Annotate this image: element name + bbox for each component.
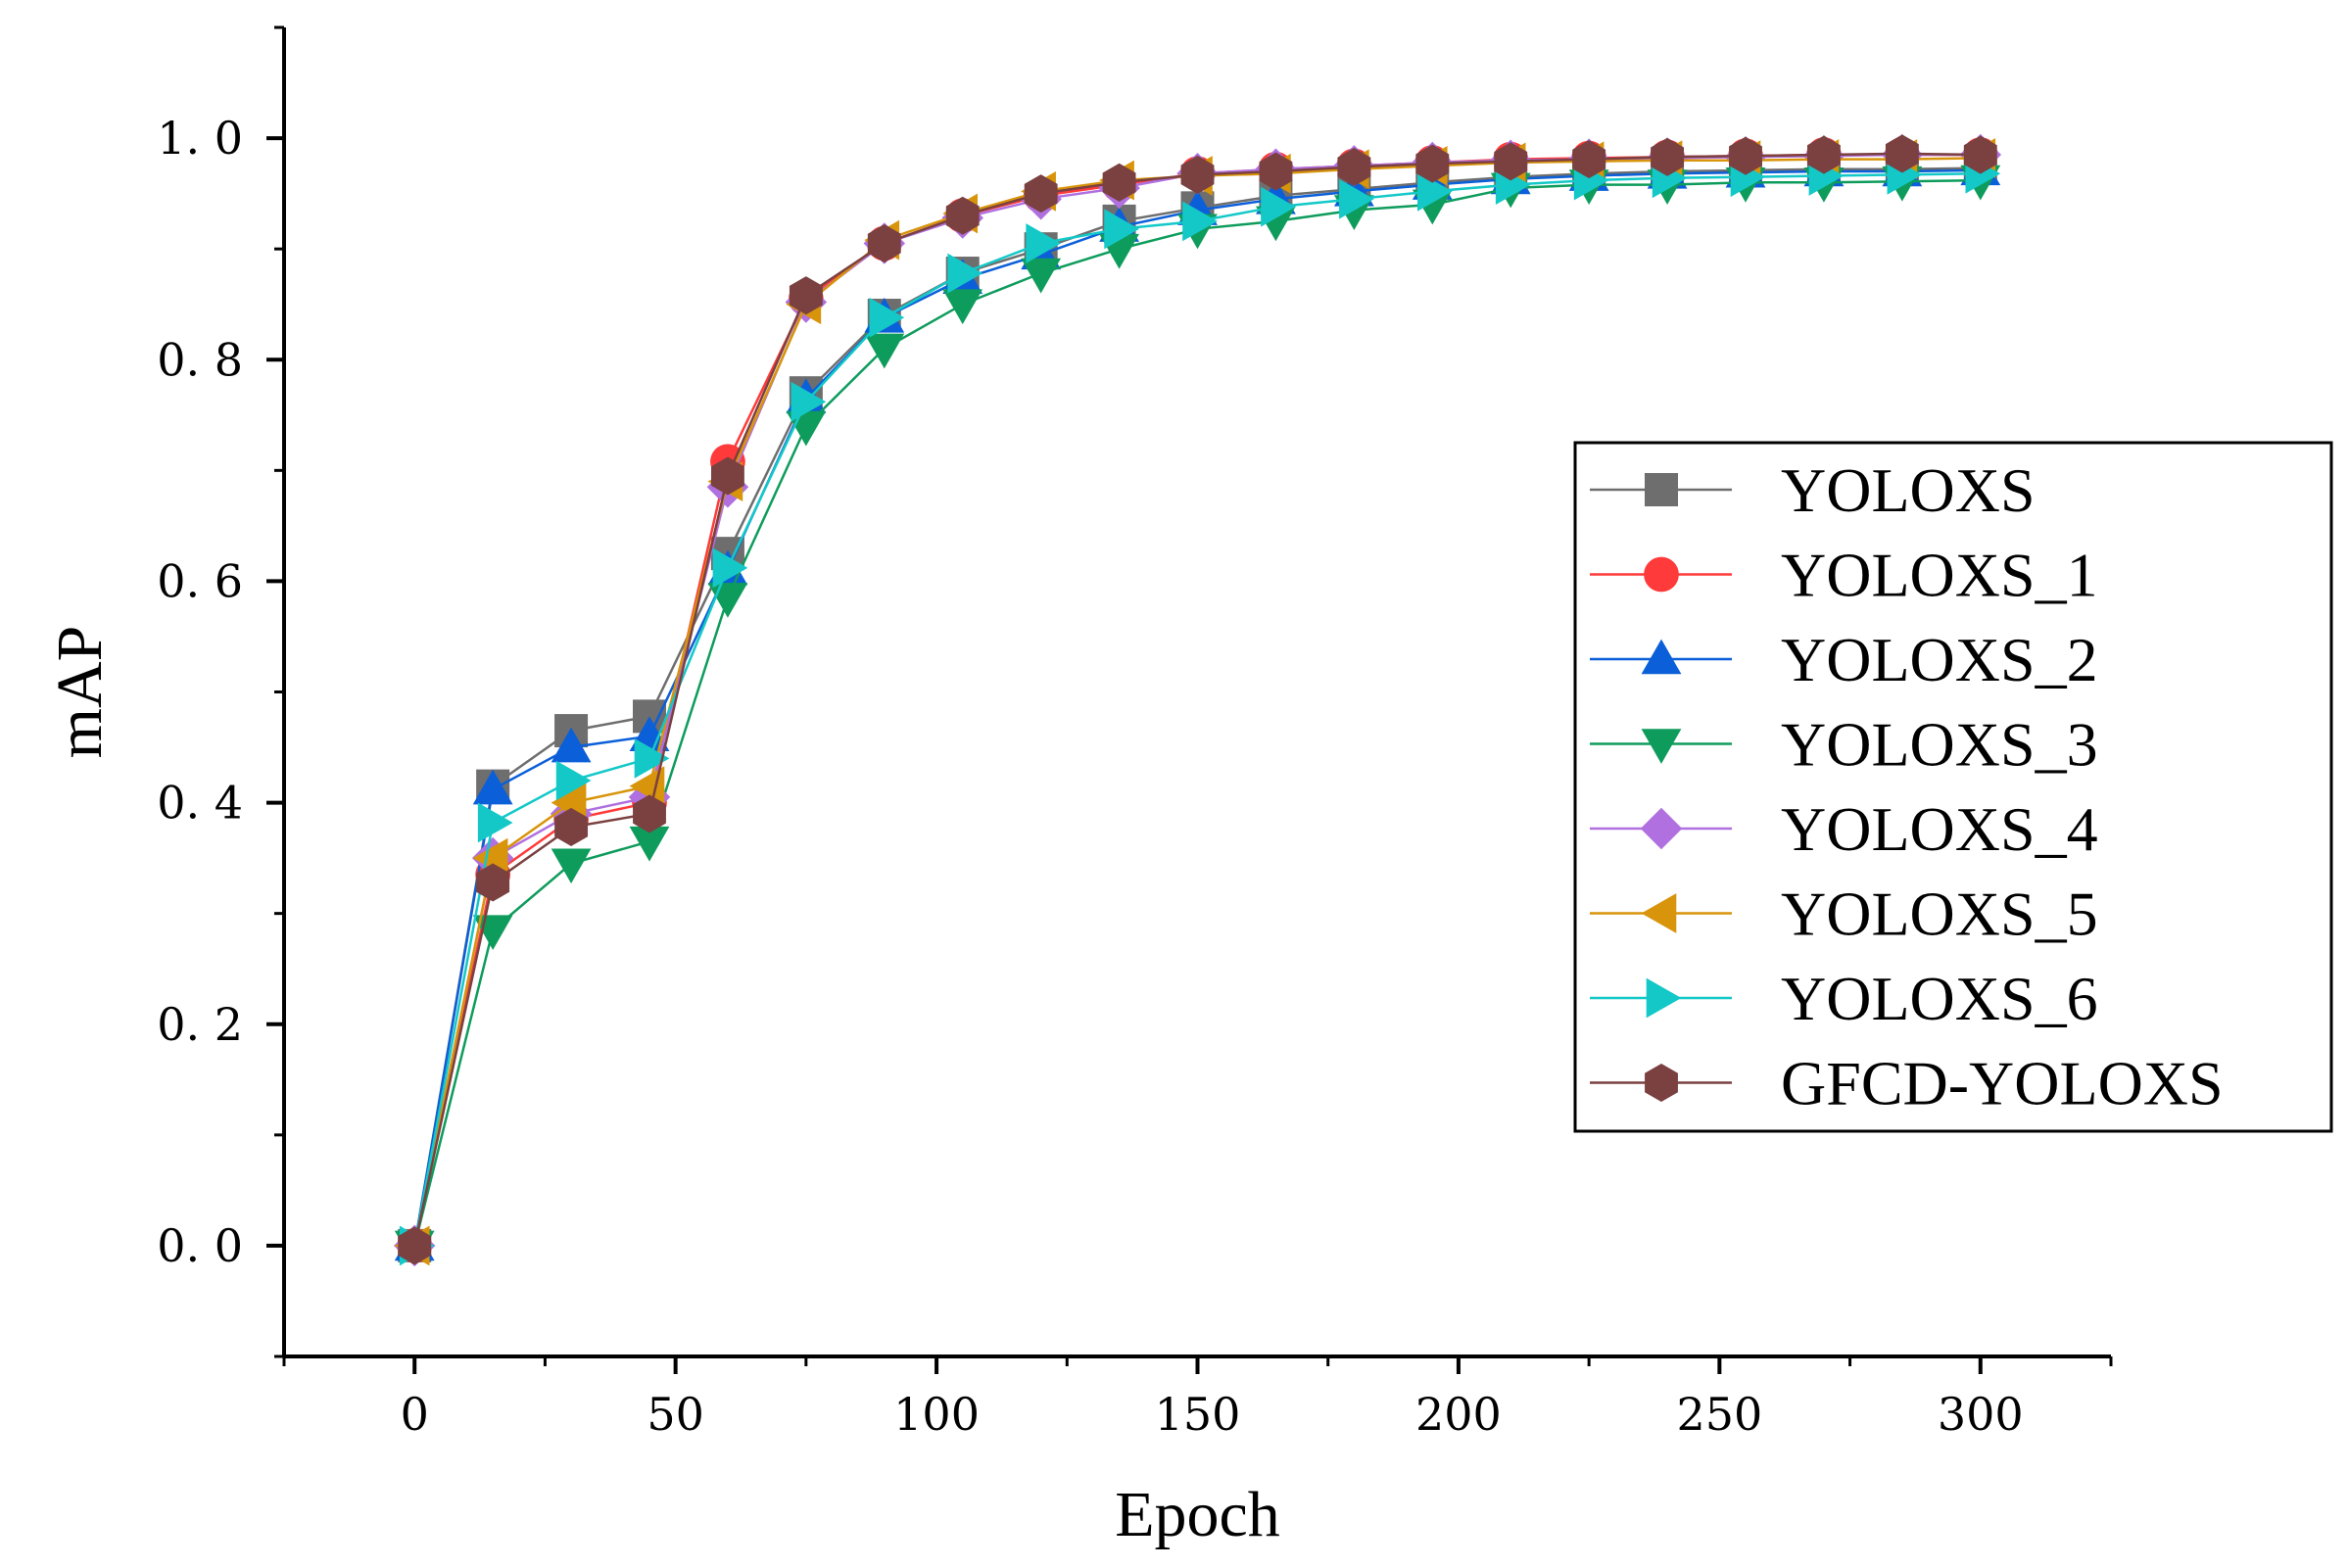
data-point: [1337, 147, 1371, 187]
data-point: [1180, 155, 1215, 194]
data-point: [1261, 186, 1296, 227]
legend-label: YOLOXS_5: [1781, 879, 2098, 949]
data-point: [712, 547, 748, 589]
data-point: [629, 826, 670, 862]
data-point: [1885, 134, 1919, 173]
x-axis-title: Epoch: [1115, 1479, 1280, 1550]
y-tick-label: 0. 6: [157, 554, 243, 607]
data-point: [1494, 142, 1528, 181]
axes: 0 50 100 150 200 250 300 0. 0 0. 2 0. 4 0. 6 0. 8 1.…: [157, 25, 2113, 1441]
data-point: [789, 276, 823, 315]
legend-label: YOLOXS_6: [1781, 964, 2098, 1033]
legend-label: YOLOXS_1: [1781, 541, 2098, 610]
data-point: [629, 766, 665, 807]
data-point: [1024, 174, 1058, 214]
y-tick-label: 1. 0: [157, 112, 243, 165]
legend-item: YOLOXS_1: [1590, 541, 2098, 610]
y-tick-label: 0. 2: [157, 998, 243, 1051]
data-point: [1651, 137, 1685, 176]
legend-label: YOLOXS: [1781, 455, 2036, 525]
legend-box: [1573, 441, 2333, 1133]
legend-label: GFCD-YOLOXS: [1781, 1049, 2224, 1118]
data-point: [551, 848, 592, 884]
legend-item: YOLOXS_2: [1590, 625, 2098, 694]
legend: YOLOXS YOLOXS_1 YOLOXS_2 YOLOXS_3 YOLOXS_4 YO…: [1573, 441, 2333, 1133]
legend-item: YOLOXS_5: [1590, 879, 2098, 949]
data-point: [791, 381, 827, 422]
data-point: [1104, 209, 1139, 250]
y-tick-label: 0. 4: [157, 777, 243, 830]
data-point: [1806, 135, 1841, 174]
data-point: [1572, 140, 1606, 179]
x-tick-label: 150: [1155, 1388, 1241, 1441]
x-tick-label: 250: [1676, 1388, 1762, 1441]
y-tick-label: 0. 8: [157, 333, 243, 386]
data-point: [942, 289, 983, 325]
legend-item: YOLOXS_6: [1590, 964, 2098, 1033]
series-gfcd-yoloxs: [398, 134, 1997, 1265]
legend-item: YOLOXS: [1590, 455, 2036, 525]
data-point: [1102, 163, 1136, 202]
data-point: [1339, 178, 1374, 219]
data-point: [476, 863, 510, 902]
legend-item: GFCD-YOLOXS: [1590, 1049, 2224, 1118]
x-tick-label: 50: [647, 1388, 704, 1441]
y-tick-label: 0. 0: [157, 1219, 243, 1272]
data-point: [864, 333, 905, 369]
data-point: [945, 196, 980, 235]
legend-marker: [1641, 893, 1677, 933]
legend-label: YOLOXS_4: [1781, 794, 2098, 864]
legend-marker: [1644, 556, 1679, 593]
data-point: [1729, 136, 1762, 175]
data-point: [398, 1226, 432, 1265]
data-point: [1259, 152, 1293, 191]
x-tick-label: 100: [893, 1388, 980, 1441]
data-point: [1182, 201, 1218, 242]
legend-marker: [1645, 1063, 1678, 1103]
x-tick-label: 0: [401, 1388, 429, 1441]
data-point: [1021, 258, 1062, 294]
data-point: [947, 253, 983, 294]
series-yoloxs_6: [399, 153, 2001, 1266]
data-point: [867, 223, 901, 263]
legend-label: YOLOXS_3: [1781, 710, 2098, 780]
series-layer: [393, 133, 2002, 1267]
data-point: [1415, 144, 1450, 183]
data-point: [1963, 135, 1997, 174]
data-point: [1416, 170, 1453, 212]
data-point: [869, 297, 905, 338]
y-axis-title: mAP: [44, 626, 116, 759]
data-point: [477, 802, 513, 843]
legend-label: YOLOXS_2: [1781, 625, 2098, 694]
data-point: [554, 807, 589, 847]
legend-item: YOLOXS_4: [1590, 794, 2098, 864]
legend-marker: [1640, 807, 1683, 850]
x-tick-label: 300: [1938, 1388, 2024, 1441]
legend-item: YOLOXS_3: [1590, 710, 2098, 780]
x-tick-label: 200: [1415, 1388, 1502, 1441]
data-point: [1026, 223, 1062, 263]
data-point: [551, 727, 592, 763]
data-point: [555, 760, 592, 801]
data-point: [472, 769, 513, 805]
data-point: [634, 737, 670, 779]
legend-marker: [1641, 639, 1682, 675]
legend-marker: [1645, 473, 1678, 506]
data-point: [786, 410, 827, 447]
legend-marker: [1641, 729, 1682, 764]
legend-marker: [1646, 977, 1682, 1019]
data-point: [633, 794, 666, 833]
data-point: [710, 456, 744, 496]
